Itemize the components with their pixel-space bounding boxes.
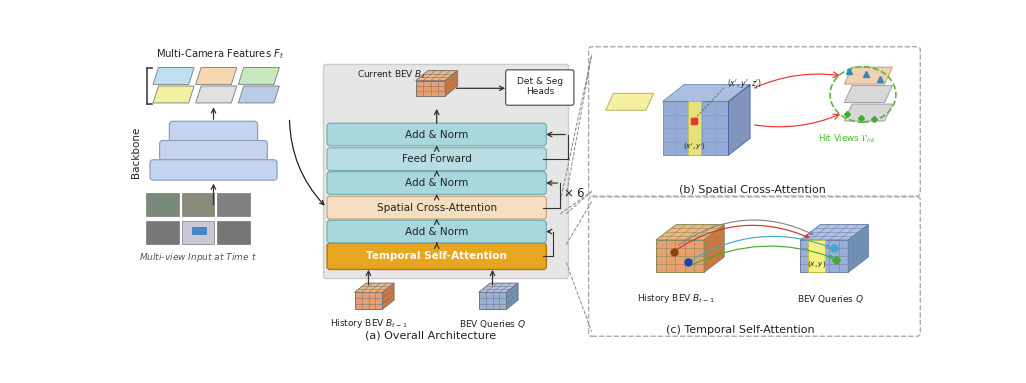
Polygon shape <box>663 85 750 101</box>
Polygon shape <box>355 283 394 292</box>
Polygon shape <box>663 101 728 155</box>
Text: BEV Queries $Q$: BEV Queries $Q$ <box>797 293 864 304</box>
Bar <box>218 193 250 216</box>
Polygon shape <box>478 292 507 309</box>
FancyBboxPatch shape <box>150 160 277 180</box>
Polygon shape <box>416 70 458 80</box>
Polygon shape <box>196 86 237 103</box>
FancyBboxPatch shape <box>169 121 258 142</box>
Text: Add & Norm: Add & Norm <box>405 178 469 188</box>
FancyBboxPatch shape <box>589 47 920 196</box>
Text: Spatial Cross-Attention: Spatial Cross-Attention <box>377 203 497 213</box>
Polygon shape <box>656 224 724 240</box>
Polygon shape <box>416 80 445 96</box>
Polygon shape <box>704 224 724 272</box>
Polygon shape <box>844 86 893 103</box>
FancyBboxPatch shape <box>327 220 547 243</box>
Text: History BEV $B_{t-1}$: History BEV $B_{t-1}$ <box>329 318 407 331</box>
Text: $(x,y)$: $(x,y)$ <box>806 259 826 269</box>
FancyArrowPatch shape <box>690 236 830 261</box>
Polygon shape <box>800 224 868 240</box>
FancyBboxPatch shape <box>323 64 568 278</box>
Polygon shape <box>153 67 194 85</box>
Text: $\times$ 6: $\times$ 6 <box>562 187 585 200</box>
Text: Multi-view Input at Time $t$: Multi-view Input at Time $t$ <box>140 251 256 264</box>
FancyArrowPatch shape <box>678 220 813 246</box>
Polygon shape <box>153 86 194 103</box>
Polygon shape <box>605 93 654 110</box>
Polygon shape <box>849 224 868 272</box>
Polygon shape <box>238 86 279 103</box>
Text: (a) Overall Architecture: (a) Overall Architecture <box>365 331 496 340</box>
FancyBboxPatch shape <box>327 196 547 219</box>
Text: $(x',y')$: $(x',y')$ <box>683 142 706 153</box>
Text: (c) Temporal Self-Attention: (c) Temporal Self-Attention <box>666 325 815 335</box>
Text: Hit Views $\mathcal{V}_{hit}$: Hit Views $\mathcal{V}_{hit}$ <box>818 133 876 146</box>
Bar <box>192 227 206 234</box>
Text: Feed Forward: Feed Forward <box>402 154 472 164</box>
FancyBboxPatch shape <box>327 243 547 270</box>
Text: Current BEV $B_t$: Current BEV $B_t$ <box>357 69 426 82</box>
FancyBboxPatch shape <box>589 197 920 336</box>
Polygon shape <box>807 240 825 272</box>
Polygon shape <box>196 67 237 85</box>
Polygon shape <box>844 67 893 84</box>
FancyArrowPatch shape <box>676 225 808 250</box>
Text: BEV Queries $Q$: BEV Queries $Q$ <box>459 318 526 330</box>
FancyBboxPatch shape <box>327 172 547 195</box>
Polygon shape <box>445 70 458 96</box>
Bar <box>182 193 214 216</box>
FancyBboxPatch shape <box>160 141 268 161</box>
Polygon shape <box>687 101 701 155</box>
Text: Det & Seg
Heads: Det & Seg Heads <box>517 77 563 97</box>
FancyBboxPatch shape <box>506 70 574 105</box>
FancyArrowPatch shape <box>694 246 833 264</box>
Bar <box>182 221 214 244</box>
Text: Add & Norm: Add & Norm <box>405 129 469 139</box>
Text: Backbone: Backbone <box>131 126 141 178</box>
Polygon shape <box>656 240 704 272</box>
Polygon shape <box>507 283 518 309</box>
Text: Multi-Camera Features $F_t$: Multi-Camera Features $F_t$ <box>156 47 284 61</box>
Bar <box>218 221 250 244</box>
Bar <box>146 221 179 244</box>
Polygon shape <box>844 104 893 121</box>
Polygon shape <box>355 292 383 309</box>
Polygon shape <box>383 283 394 309</box>
FancyBboxPatch shape <box>327 123 547 146</box>
FancyBboxPatch shape <box>327 148 547 170</box>
Bar <box>146 193 179 216</box>
Text: $(x',y',z_j')$: $(x',y',z_j')$ <box>726 78 761 92</box>
Text: (b) Spatial Cross-Attention: (b) Spatial Cross-Attention <box>678 185 826 195</box>
Polygon shape <box>478 283 518 292</box>
Text: Temporal Self-Attention: Temporal Self-Attention <box>366 251 507 261</box>
FancyArrowPatch shape <box>289 120 324 205</box>
Polygon shape <box>728 85 750 155</box>
Text: Add & Norm: Add & Norm <box>405 226 469 237</box>
Polygon shape <box>800 240 849 272</box>
Polygon shape <box>238 67 279 85</box>
Text: History BEV $B_{t-1}$: History BEV $B_{t-1}$ <box>637 292 715 305</box>
